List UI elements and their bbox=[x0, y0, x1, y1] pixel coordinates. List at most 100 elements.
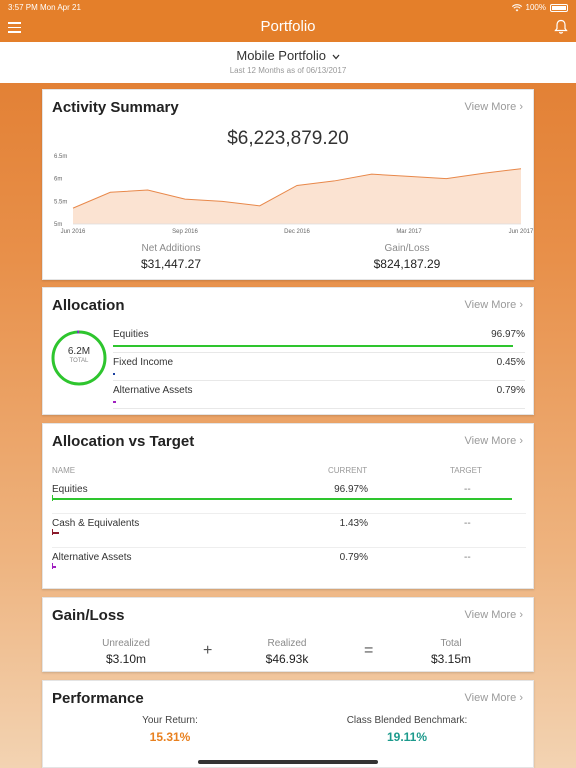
performance-view-more-link[interactable]: View More › bbox=[464, 692, 523, 704]
your-return-value: 15.31% bbox=[149, 730, 191, 744]
unrealized-stat: Unrealized $3.10m bbox=[66, 638, 186, 666]
table-row[interactable]: Alternative Assets 0.79% -- bbox=[52, 548, 526, 582]
row-target: -- bbox=[464, 518, 471, 529]
allocation-vs-target-view-more-link[interactable]: View More › bbox=[464, 435, 523, 447]
x-tick-label: Sep 2016 bbox=[172, 229, 198, 235]
allocation-card: Allocation View More › 6.2M TOTAL Equiti… bbox=[42, 287, 534, 415]
realized-label: Realized bbox=[267, 638, 307, 649]
gain-loss-card: Gain/Loss View More › Unrealized $3.10m … bbox=[42, 597, 534, 672]
allocation-row-name: Equities bbox=[113, 329, 149, 340]
row-current: 96.97% bbox=[334, 484, 368, 495]
column-header-current: CURRENT bbox=[328, 466, 368, 475]
net-additions-value: $31,447.27 bbox=[140, 257, 202, 271]
your-return-stat: Your Return: 15.31% bbox=[80, 715, 260, 744]
chart-line bbox=[72, 168, 522, 209]
status-date: Mon Apr 21 bbox=[40, 3, 81, 12]
row-target: -- bbox=[464, 484, 471, 495]
portfolio-header: Mobile Portfolio Last 12 Months as of 06… bbox=[0, 42, 576, 83]
row-bar bbox=[52, 498, 512, 500]
total-stat: Total $3.15m bbox=[391, 638, 511, 666]
row-current: 1.43% bbox=[339, 518, 368, 529]
row-name: Equities bbox=[52, 484, 88, 495]
net-additions-label: Net Additions bbox=[141, 243, 201, 254]
allocation-row[interactable]: Fixed Income 0.45% bbox=[113, 353, 525, 381]
portfolio-name: Mobile Portfolio bbox=[236, 48, 326, 63]
performance-title: Performance bbox=[52, 690, 144, 707]
status-time: 3:57 PM bbox=[8, 3, 38, 12]
allocation-row-bar bbox=[113, 345, 513, 347]
x-tick-label: Mar 2017 bbox=[396, 229, 422, 235]
benchmark-value: 19.11% bbox=[386, 730, 428, 744]
donut-segment-2 bbox=[51, 330, 107, 386]
x-tick-label: Jun 2016 bbox=[61, 229, 86, 235]
allocation-row[interactable]: Equities 96.97% bbox=[113, 325, 525, 353]
row-bar bbox=[52, 566, 56, 568]
gain-loss-view-more-link[interactable]: View More › bbox=[464, 609, 523, 621]
net-additions-stat: Net Additions $31,447.27 bbox=[91, 243, 251, 271]
battery-icon bbox=[550, 3, 568, 12]
allocation-view-more-link[interactable]: View More › bbox=[464, 299, 523, 311]
allocation-title: Allocation bbox=[52, 297, 125, 314]
chart-area bbox=[73, 168, 521, 224]
allocation-row-bar bbox=[113, 401, 117, 403]
y-tick-label: 5m bbox=[54, 222, 62, 228]
allocation-total-value: 6.2M bbox=[67, 346, 91, 357]
allocation-row-percent: 96.97% bbox=[491, 329, 525, 340]
column-header-target: TARGET bbox=[450, 466, 482, 475]
benchmark-label: Class Blended Benchmark: bbox=[346, 715, 468, 726]
table-row[interactable]: Cash & Equivalents 1.43% -- bbox=[52, 514, 526, 548]
activity-summary-card: Activity Summary View More › $6,223,879.… bbox=[42, 89, 534, 280]
plus-sign: + bbox=[203, 642, 213, 659]
allocation-row-bar bbox=[113, 373, 115, 375]
portfolio-selector[interactable]: Mobile Portfolio bbox=[0, 48, 576, 63]
activity-view-more-link[interactable]: View More › bbox=[464, 101, 523, 113]
row-name: Alternative Assets bbox=[52, 552, 132, 563]
activity-total-value: $6,223,879.20 bbox=[227, 128, 349, 149]
status-right: 100% bbox=[511, 3, 568, 12]
hamburger-menu-icon[interactable] bbox=[8, 22, 21, 33]
allocation-vs-target-title: Allocation vs Target bbox=[52, 433, 195, 450]
x-tick-label: Jun 2017 bbox=[509, 229, 534, 235]
total-label: Total bbox=[440, 638, 462, 649]
nav-bar: Portfolio bbox=[0, 14, 576, 42]
portfolio-subtitle: Last 12 Months as of 06/13/2017 bbox=[229, 66, 347, 75]
gain-loss-label: Gain/Loss bbox=[384, 243, 430, 254]
y-tick-label: 6m bbox=[54, 177, 62, 183]
allocation-row-name: Alternative Assets bbox=[113, 385, 193, 396]
performance-card: Performance View More › Your Return: 15.… bbox=[42, 680, 534, 768]
realized-stat: Realized $46.93k bbox=[227, 638, 347, 666]
unrealized-label: Unrealized bbox=[102, 638, 150, 649]
wifi-icon bbox=[511, 3, 522, 11]
activity-chart: 5m 5.5m 6m 6.5m Jun 2016 Sep 2016 Dec 2016 Mar … bbox=[54, 154, 534, 235]
status-bar: 3:57 PM Mon Apr 21 100% bbox=[0, 0, 576, 14]
gain-loss-title: Gain/Loss bbox=[52, 607, 125, 624]
column-header-name: NAME bbox=[52, 466, 76, 475]
battery-percent: 100% bbox=[525, 3, 546, 12]
allocation-row-percent: 0.79% bbox=[496, 385, 525, 396]
row-current: 0.79% bbox=[339, 552, 368, 563]
table-row[interactable]: Equities 96.97% -- bbox=[52, 480, 526, 514]
activity-summary-title: Activity Summary bbox=[52, 99, 179, 116]
nav-title: Portfolio bbox=[260, 18, 316, 35]
allocation-total: 6.2M TOTAL bbox=[50, 346, 108, 364]
row-bar bbox=[52, 532, 59, 534]
allocation-row-percent: 0.45% bbox=[496, 357, 525, 368]
allocation-total-label: TOTAL bbox=[69, 358, 89, 364]
allocation-row[interactable]: Alternative Assets 0.79% bbox=[113, 381, 525, 409]
allocation-vs-target-card: Allocation vs Target View More › NAME CU… bbox=[42, 423, 534, 589]
total-value: $3.15m bbox=[430, 652, 472, 666]
equals-sign: = bbox=[364, 642, 374, 659]
bell-icon[interactable] bbox=[554, 19, 568, 35]
allocation-donut-chart bbox=[51, 330, 107, 386]
benchmark-stat: Class Blended Benchmark: 19.11% bbox=[317, 715, 497, 744]
your-return-label: Your Return: bbox=[142, 715, 198, 726]
x-tick-label: Dec 2016 bbox=[284, 229, 310, 235]
allocation-row-name: Fixed Income bbox=[113, 357, 174, 368]
chevron-down-icon bbox=[332, 54, 340, 60]
row-name: Cash & Equivalents bbox=[52, 518, 140, 529]
gain-loss-stat: Gain/Loss $824,187.29 bbox=[327, 243, 487, 271]
realized-value: $46.93k bbox=[265, 652, 309, 666]
y-tick-label: 6.5m bbox=[54, 154, 67, 160]
gain-loss-value: $824,187.29 bbox=[373, 257, 441, 271]
home-indicator bbox=[198, 760, 378, 764]
